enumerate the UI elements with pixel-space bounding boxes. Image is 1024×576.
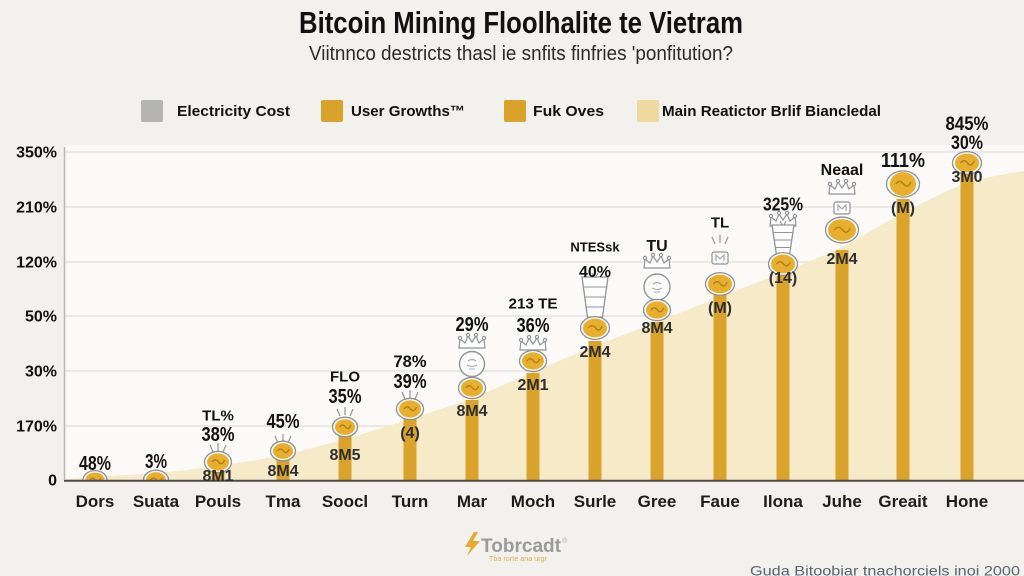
- svg-text:8M1: 8M1: [202, 468, 233, 485]
- svg-text:78%: 78%: [394, 352, 427, 371]
- svg-text:Surle: Surle: [574, 492, 617, 511]
- svg-text:845%: 845%: [946, 114, 989, 135]
- svg-text:40%: 40%: [579, 264, 611, 281]
- svg-text:2M4: 2M4: [579, 344, 610, 361]
- svg-text:(M): (M): [891, 200, 915, 217]
- svg-text:210%: 210%: [16, 200, 57, 217]
- svg-text:120%: 120%: [16, 255, 57, 272]
- svg-text:FLO: FLO: [330, 368, 360, 385]
- svg-text:48%: 48%: [79, 453, 111, 475]
- svg-text:Greait: Greait: [878, 492, 927, 511]
- svg-text:Mar: Mar: [457, 492, 488, 511]
- svg-text:User Growths™: User Growths™: [351, 103, 465, 120]
- svg-text:(14): (14): [769, 270, 797, 287]
- svg-text:Bitcoin Mining Floolhalite te: Bitcoin Mining Floolhalite te Vietram: [299, 5, 743, 40]
- svg-text:NTESsk: NTESsk: [570, 240, 620, 255]
- svg-text:Moch: Moch: [511, 492, 555, 511]
- svg-text:Tba rorte ana urgr: Tba rorte ana urgr: [489, 556, 548, 563]
- svg-text:Juhe: Juhe: [822, 492, 862, 511]
- svg-text:Electricity Cost: Electricity Cost: [177, 103, 290, 120]
- svg-text:29%: 29%: [456, 314, 489, 336]
- svg-text:Faue: Faue: [700, 492, 740, 511]
- svg-text:®: ®: [562, 537, 568, 545]
- svg-text:Tobrcadt: Tobrcadt: [481, 536, 562, 557]
- svg-text:213 TE: 213 TE: [509, 295, 558, 312]
- svg-text:45%: 45%: [267, 411, 300, 433]
- svg-text:Viitnnco destricts thasl ie sn: Viitnnco destricts thasl ie snfits finfr…: [309, 43, 733, 65]
- svg-text:Dors: Dors: [76, 492, 115, 511]
- svg-text:2M4: 2M4: [826, 251, 857, 268]
- svg-text:3M0: 3M0: [951, 169, 982, 186]
- svg-text:8M5: 8M5: [329, 447, 360, 464]
- svg-text:Soocl: Soocl: [322, 492, 368, 511]
- svg-text:8M4: 8M4: [641, 320, 672, 337]
- svg-text:8M4: 8M4: [267, 463, 298, 480]
- svg-text:38%: 38%: [202, 424, 235, 446]
- svg-text:36%: 36%: [517, 315, 550, 337]
- svg-text:(4): (4): [400, 425, 420, 442]
- svg-text:Hone: Hone: [946, 492, 989, 511]
- svg-text:TL%: TL%: [202, 407, 234, 424]
- svg-text:50%: 50%: [25, 309, 57, 326]
- svg-text:111%: 111%: [881, 150, 925, 172]
- svg-text:Guda Bitoobiar tnachorciels in: Guda Bitoobiar tnachorciels inoi 2000: [750, 563, 1020, 576]
- svg-text:0: 0: [48, 473, 57, 490]
- svg-text:Ilona: Ilona: [763, 492, 803, 511]
- svg-text:Neaal: Neaal: [821, 162, 864, 179]
- svg-text:(M): (M): [708, 300, 732, 317]
- svg-text:Fuk Oves: Fuk Oves: [533, 103, 604, 120]
- svg-text:30%: 30%: [951, 133, 983, 154]
- svg-text:2M1: 2M1: [517, 377, 548, 394]
- svg-text:39%: 39%: [394, 371, 427, 393]
- svg-text:170%: 170%: [16, 419, 57, 436]
- svg-text:350%: 350%: [16, 145, 57, 162]
- svg-text:30%: 30%: [25, 364, 57, 381]
- svg-text:Turn: Turn: [392, 492, 429, 511]
- svg-text:325%: 325%: [763, 194, 803, 214]
- svg-text:Gree: Gree: [638, 492, 677, 511]
- svg-text:TL: TL: [711, 214, 729, 231]
- svg-text:Suata: Suata: [133, 492, 180, 511]
- svg-text:Pouls: Pouls: [195, 492, 241, 511]
- svg-text:35%: 35%: [329, 386, 362, 408]
- svg-text:3%: 3%: [145, 451, 167, 473]
- svg-text:TU: TU: [646, 238, 667, 255]
- svg-text:8M4: 8M4: [456, 403, 487, 420]
- svg-text:Tma: Tma: [266, 492, 302, 511]
- svg-text:Main Reatictor Brlif Biancleda: Main Reatictor Brlif Biancledal: [662, 103, 881, 120]
